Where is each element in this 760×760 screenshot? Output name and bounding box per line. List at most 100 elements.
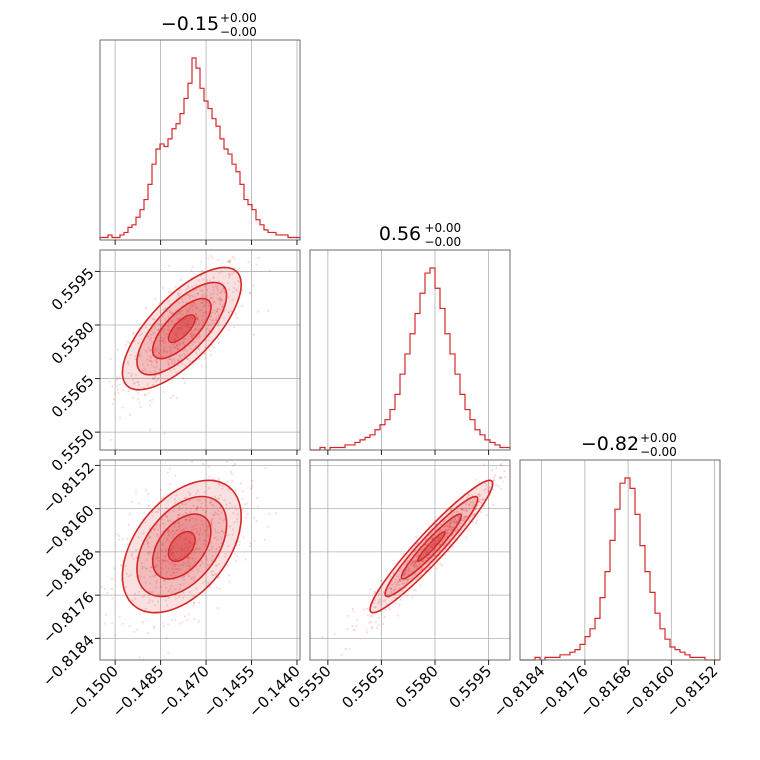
panel-frame	[309, 249, 511, 451]
sample-point	[410, 562, 412, 565]
sample-point	[144, 608, 147, 610]
sample-point	[452, 545, 454, 548]
sample-point	[175, 310, 177, 312]
sample-point	[229, 525, 232, 528]
sample-point	[388, 606, 390, 609]
sample-point	[187, 557, 189, 560]
sample-point	[170, 343, 173, 345]
sample-point	[422, 567, 425, 570]
sample-point	[385, 608, 387, 611]
sample-point	[143, 387, 146, 390]
sample-point	[398, 593, 401, 596]
sample-point	[147, 335, 150, 338]
sample-point	[216, 259, 219, 262]
sample-point	[223, 267, 226, 270]
sample-point	[393, 581, 396, 584]
sample-point	[203, 529, 206, 532]
sample-point	[421, 567, 423, 570]
sample-point	[175, 564, 178, 566]
sample-point	[448, 525, 450, 528]
sample-point	[221, 299, 224, 302]
sample-point	[411, 570, 414, 573]
sample-point	[188, 516, 191, 518]
sample-point	[188, 556, 190, 559]
sample-point	[167, 567, 170, 570]
sample-point	[249, 292, 251, 295]
sample-point	[190, 577, 193, 580]
sample-point	[187, 572, 190, 575]
sample-point	[174, 334, 177, 336]
sample-point	[179, 331, 182, 334]
sample-point	[321, 636, 324, 639]
sample-point	[471, 494, 474, 497]
sample-point	[208, 475, 211, 478]
sample-point	[420, 568, 423, 571]
sample-point	[201, 289, 204, 292]
sample-point	[196, 338, 199, 341]
sample-point	[227, 273, 230, 275]
sample-point	[202, 312, 205, 314]
sample-point	[176, 559, 179, 562]
sample-point	[195, 509, 198, 511]
sample-point	[198, 335, 201, 338]
sample-point	[177, 292, 180, 295]
sample-point	[207, 534, 209, 537]
sample-point	[132, 557, 135, 560]
sample-point	[169, 397, 172, 399]
sample-point	[219, 494, 222, 497]
sample-point	[181, 549, 184, 552]
sample-point	[211, 282, 214, 285]
sample-point	[456, 527, 458, 530]
sample-point	[122, 538, 124, 541]
sample-point	[210, 255, 212, 257]
sample-point	[232, 256, 234, 258]
sample-point	[161, 315, 164, 318]
sample-point	[206, 279, 208, 282]
sample-point	[264, 467, 267, 469]
sample-point	[167, 510, 170, 513]
sample-point	[189, 347, 192, 350]
sample-point	[233, 521, 236, 524]
sample-point	[451, 534, 453, 536]
sample-point	[160, 573, 163, 576]
sample-point	[267, 526, 270, 529]
sample-point	[165, 507, 168, 510]
sample-point	[194, 312, 197, 315]
sample-point	[425, 551, 428, 554]
sample-point	[172, 564, 175, 567]
sample-point	[155, 346, 157, 349]
sample-point	[191, 334, 194, 337]
sample-point	[444, 547, 447, 550]
sample-point	[172, 545, 175, 548]
sample-point	[218, 321, 220, 324]
sample-point	[212, 286, 214, 289]
sample-point	[170, 549, 173, 552]
sample-point	[154, 550, 157, 553]
sample-point	[211, 303, 214, 306]
sample-point	[213, 346, 215, 348]
sample-point	[152, 332, 155, 335]
sample-point	[187, 531, 190, 534]
sample-point	[177, 318, 180, 321]
sample-point	[174, 342, 176, 345]
sample-point	[176, 332, 179, 335]
sample-point	[178, 317, 181, 320]
sample-point	[126, 573, 128, 575]
sample-point	[143, 512, 146, 515]
sample-point	[204, 304, 206, 307]
sample-point	[212, 574, 215, 577]
sample-point	[126, 543, 129, 546]
sample-point	[452, 532, 454, 535]
sample-point	[433, 545, 436, 547]
sample-point	[217, 497, 220, 500]
sample-point	[163, 350, 166, 353]
sample-point	[196, 318, 199, 320]
sample-point	[143, 566, 145, 568]
sample-point	[185, 518, 187, 521]
sample-point	[187, 323, 190, 326]
sample-point	[220, 542, 223, 544]
sample-point	[430, 533, 432, 536]
sample-point	[192, 567, 194, 570]
sample-point	[148, 536, 151, 539]
sample-point	[92, 372, 94, 374]
